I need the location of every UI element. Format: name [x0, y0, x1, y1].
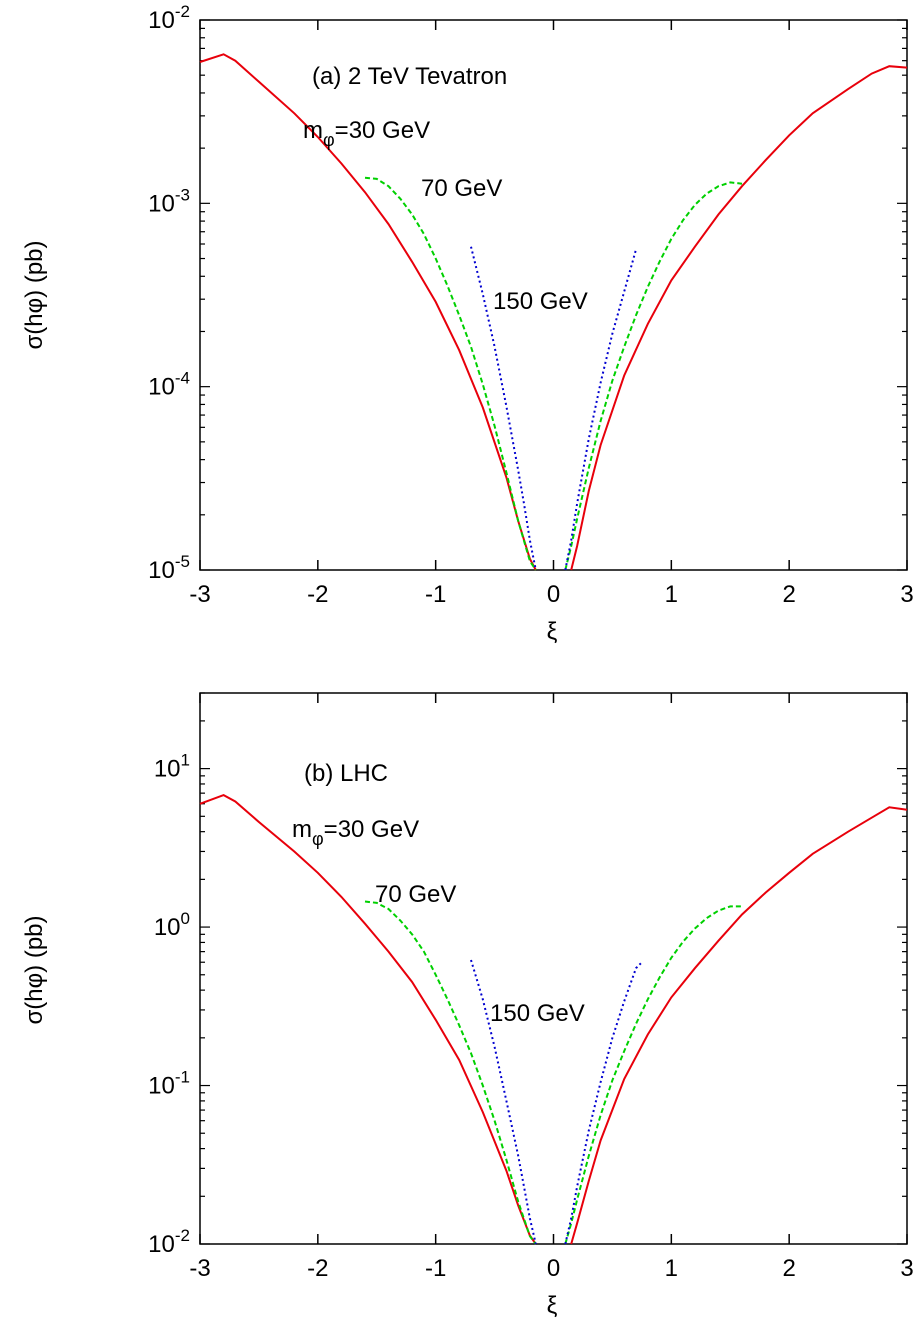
annotation-150gev: 150 GeV: [493, 288, 588, 315]
y-tick-labels: 10-5 10-4 10-3 10-2: [148, 2, 190, 584]
annotation-30gev: =30 GeV: [324, 816, 419, 843]
x-tick-label: 3: [900, 1255, 913, 1282]
chart-title: (a) 2 TeV Tevatron: [312, 63, 507, 90]
y-tick-label: 10-3: [148, 185, 190, 217]
x-tick-marks: [199, 20, 908, 570]
series-line: [364, 900, 537, 1245]
y-tick-label: 100: [154, 909, 190, 941]
x-tick-labels: -3 -2 -1 0 1 2 3: [189, 1255, 913, 1282]
annotation-70gev: 70 GeV: [375, 881, 456, 908]
x-tick-label: 1: [665, 1255, 678, 1282]
y-tick-label: 10-1: [148, 1068, 190, 1100]
y-tick-label: 101: [154, 751, 190, 783]
series-line: [199, 53, 537, 571]
annotation-70gev: 70 GeV: [421, 175, 502, 202]
series-line: [470, 246, 537, 571]
annotation-mass-30: mφ=30 GeV: [292, 816, 419, 849]
x-tick-label: 2: [782, 581, 795, 608]
x-tick-marks: [199, 693, 908, 1244]
chart-panel-b: -3 -2 -1 0 1 2 3 10-2 10-1 100 101 (b) LHC mφ=30 …: [21, 692, 914, 1319]
x-tick-label: -1: [425, 581, 446, 608]
x-axis-label: ξ: [547, 1292, 558, 1319]
y-tick-label: 10-2: [148, 2, 190, 34]
x-tick-label: 2: [782, 1255, 795, 1282]
series-line: [564, 961, 643, 1245]
y-axis-label: σ(hφ) (pb): [21, 240, 48, 349]
x-axis-label: ξ: [547, 618, 558, 645]
annotation-m: m: [292, 816, 312, 843]
y-tick-label: 10-4: [148, 369, 190, 401]
series-line: [199, 794, 537, 1245]
annotation-150gev: 150 GeV: [490, 1000, 585, 1027]
y-tick-marks: [200, 692, 907, 1245]
series-line: [570, 806, 908, 1245]
series-group: [199, 794, 908, 1245]
series-group: [199, 53, 908, 571]
x-tick-label: -3: [189, 581, 210, 608]
annotation-m: m: [303, 117, 323, 144]
x-tick-label: -2: [307, 1255, 328, 1282]
annotation-phi-subscript: φ: [312, 829, 324, 849]
x-tick-label: 1: [665, 581, 678, 608]
chart-panel-a: -3 -2 -1 0 1 2 3 10-5 10-4 10-3 10-2 (a) 2 TeV Te…: [21, 2, 914, 645]
annotation-mass-30: mφ=30 GeV: [303, 117, 430, 150]
x-tick-label: 0: [547, 581, 560, 608]
annotation-phi-subscript: φ: [323, 130, 335, 150]
annotation-30gev: =30 GeV: [335, 117, 430, 144]
chart-title: (b) LHC: [304, 760, 388, 787]
y-tick-labels: 10-2 10-1 100 101: [148, 751, 190, 1258]
series-line: [570, 65, 908, 571]
x-tick-label: -2: [307, 581, 328, 608]
series-line: [564, 249, 637, 571]
y-tick-label: 10-2: [148, 1226, 190, 1258]
y-tick-marks: [200, 19, 907, 571]
x-tick-label: -1: [425, 1255, 446, 1282]
y-axis-label: σ(hφ) (pb): [21, 915, 48, 1024]
x-tick-label: 0: [547, 1255, 560, 1282]
x-tick-labels: -3 -2 -1 0 1 2 3: [189, 581, 913, 608]
x-tick-label: 3: [900, 581, 913, 608]
series-line: [564, 905, 742, 1245]
series-line: [364, 176, 537, 571]
series-line: [564, 181, 743, 571]
x-tick-label: -3: [189, 1255, 210, 1282]
y-tick-label: 10-5: [148, 552, 190, 584]
